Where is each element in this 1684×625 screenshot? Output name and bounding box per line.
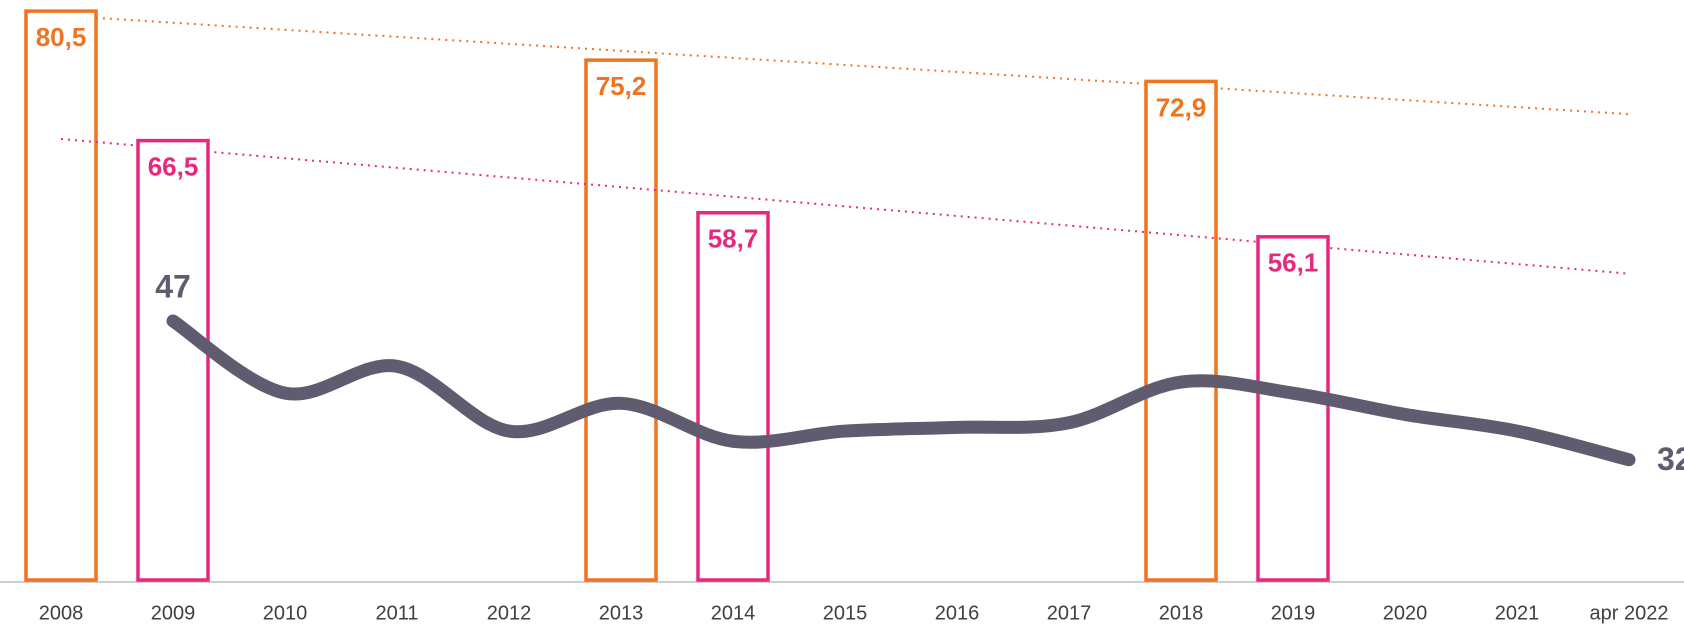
x-tick-label: 2009 (151, 602, 196, 624)
bar (1256, 235, 1330, 582)
trendline (60, 138, 1630, 275)
trendline (60, 14, 1630, 116)
x-tick-label: 2017 (1047, 602, 1092, 624)
x-tick-label: 2018 (1159, 602, 1204, 624)
bar (136, 138, 210, 582)
bar (24, 9, 98, 582)
x-tick-label: 2019 (1271, 602, 1316, 624)
x-tick-label: 2013 (599, 602, 644, 624)
line (166, 314, 1636, 467)
data-label: 66,5 (148, 151, 199, 181)
bar (696, 211, 770, 582)
x-tick-label: 2014 (711, 602, 756, 624)
bar (584, 58, 658, 582)
x-tick-label: apr 2022 (1590, 602, 1669, 624)
data-label: 80,5 (36, 22, 87, 52)
x-tick-label: 2016 (935, 602, 980, 624)
x-tick-label: 2008 (39, 602, 84, 624)
data-label: 58,7 (708, 224, 759, 254)
data-label: 32 (1657, 441, 1684, 477)
data-label: 72,9 (1156, 92, 1207, 122)
x-tick-label: 2010 (263, 602, 308, 624)
x-tick-label: 2011 (375, 602, 418, 624)
data-label: 56,1 (1268, 248, 1319, 278)
x-tick-label: 2012 (487, 602, 532, 624)
x-tick-label: 2015 (823, 602, 868, 624)
x-tick-label: 2021 (1495, 602, 1540, 624)
x-tick-label: 2020 (1383, 602, 1428, 624)
data-label: 75,2 (596, 71, 647, 101)
bar (1144, 79, 1218, 582)
data-label: 47 (155, 268, 191, 304)
